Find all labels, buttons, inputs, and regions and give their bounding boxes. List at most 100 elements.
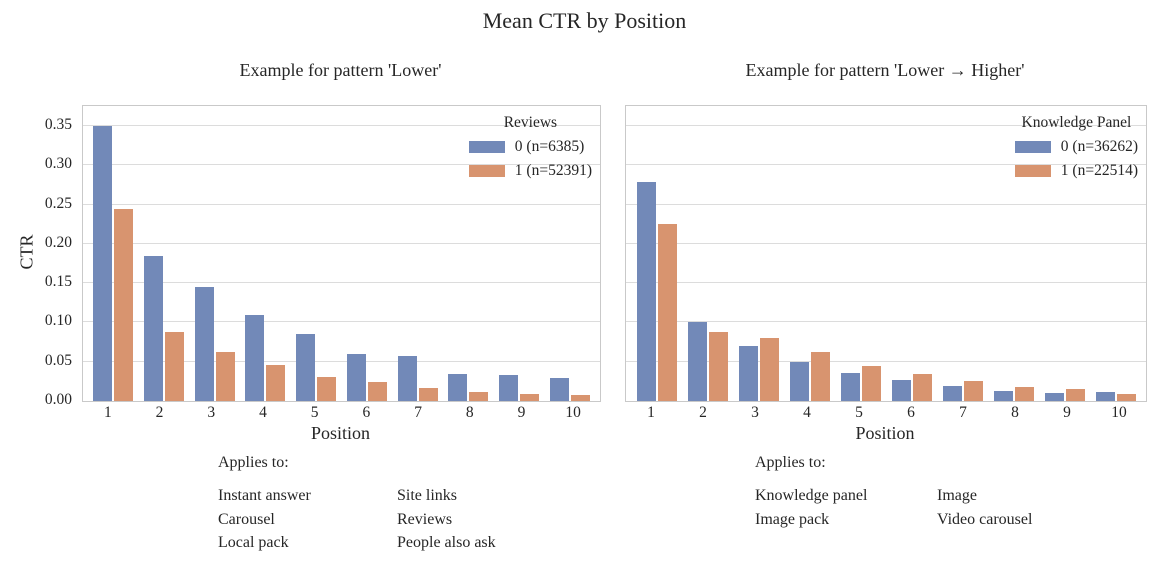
x-tick-label: 3 [751, 404, 759, 421]
y-tick-label: 0.35 [44, 116, 72, 134]
x-tick-label: 5 [855, 404, 863, 421]
x-tick-label: 3 [207, 404, 216, 421]
legend-entry-label: 0 (n=6385) [514, 138, 585, 156]
bar-0-pos4 [245, 314, 265, 401]
applies-to-item: Knowledge panel [755, 487, 868, 504]
x-tick-label: 6 [907, 404, 915, 421]
x-tick-label: 9 [517, 404, 526, 421]
x-tick-label: 1 [647, 404, 655, 421]
bar-1-pos2 [165, 331, 185, 401]
x-tick-label: 9 [1063, 404, 1071, 421]
gridline-0.25 [626, 203, 1146, 205]
bar-0-pos3 [194, 287, 214, 401]
bar-1-pos2 [708, 331, 728, 401]
bar-0-pos6 [346, 353, 366, 401]
y-tick-label: 0.30 [44, 155, 72, 173]
gridline-0.20 [83, 242, 600, 244]
legend-entry-label: 1 (n=22514) [1060, 162, 1138, 180]
bar-0-pos7 [397, 356, 417, 401]
gridline-0.15 [83, 282, 600, 284]
applies-to-columns: Knowledge panel Image pack Image Video caro… [755, 484, 1032, 531]
legend-entry-label: 1 (n=52391) [514, 162, 592, 180]
x-axis-label: Position [855, 423, 915, 443]
applies-to-column: Instant answer Carousel Local pack [218, 484, 397, 555]
gridline-0.30 [626, 164, 1146, 166]
x-axis-label: Position [310, 423, 371, 443]
bar-1-pos6 [367, 382, 387, 401]
legend-rows: 0 (n=36262) 1 (n=22514) [1014, 135, 1138, 183]
x-tick-label: 8 [465, 404, 474, 421]
bar-0-pos8 [448, 373, 468, 401]
x-tick-label: 2 [699, 404, 707, 421]
y-tick-label: 0.20 [44, 233, 72, 251]
bar-1-pos7 [963, 380, 983, 401]
legend-entry: 0 (n=36262) [1014, 135, 1138, 159]
bar-group-3 [733, 106, 784, 401]
bar-1-pos8 [469, 392, 489, 401]
x-tick-label: 6 [362, 404, 371, 421]
gridline-0.25 [83, 203, 600, 205]
bar-1-pos10 [570, 394, 590, 401]
bar-group-9 [1039, 106, 1090, 401]
applies-to-item: Image [937, 487, 977, 504]
legend-entry-label: 0 (n=36262) [1060, 138, 1138, 156]
bar-group-2 [682, 106, 733, 401]
bar-0-pos5 [840, 372, 860, 401]
gridline-0.15 [626, 282, 1146, 284]
bar-group-10 [1090, 106, 1141, 401]
bar-group-4 [784, 106, 835, 401]
bar-group-1 [631, 106, 682, 401]
bar-0-pos3 [738, 346, 758, 401]
applies-to-item: Site links [397, 487, 458, 504]
bar-group-1 [88, 106, 139, 401]
gridline-0.30 [83, 164, 600, 166]
bar-1-pos4 [810, 352, 830, 401]
figure-title: Mean CTR by Position [482, 8, 687, 33]
x-tick-label: 7 [959, 404, 967, 421]
gridline-0.05 [83, 360, 600, 362]
applies-to-columns: Instant answer Carousel Local pack Site lin… [218, 484, 496, 555]
bars-container [83, 106, 600, 401]
applies-to-column: Site links Reviews People also ask [397, 484, 496, 555]
applies-to-item: People also ask [397, 534, 496, 551]
plot-area: Knowledge Panel 0 (n=36262) 1 (n=22514) [625, 105, 1147, 402]
x-tick-label: 4 [803, 404, 811, 421]
applies-to-column: Image Video carousel [937, 484, 1032, 531]
applies-to-item: Carousel [218, 510, 275, 528]
bar-1-pos1 [657, 224, 677, 401]
bar-1-pos10 [1116, 393, 1136, 401]
x-tick-label: 4 [259, 404, 267, 421]
y-tick-label: 0.05 [44, 351, 72, 369]
y-tick-label: 0.00 [44, 391, 72, 408]
bar-group-5 [291, 106, 342, 401]
bar-0-pos6 [891, 379, 911, 401]
bars-container [626, 106, 1146, 401]
legend-entry: 1 (n=22514) [1014, 159, 1138, 183]
bar-1-pos8 [1014, 386, 1034, 401]
bar-group-3 [189, 106, 240, 401]
applies-to-label: Applies to: [218, 454, 289, 471]
gridline-0.10 [83, 321, 600, 323]
bar-0-pos4 [789, 361, 809, 401]
bar-group-7 [392, 106, 443, 401]
subplot-title: Example for pattern 'Lower → Higher' [745, 60, 1025, 80]
bar-0-pos9 [1044, 393, 1064, 401]
bar-group-10 [544, 106, 595, 401]
bar-group-8 [988, 106, 1039, 401]
legend-entry: 0 (n=6385) [468, 135, 585, 159]
bar-group-5 [835, 106, 886, 401]
y-tick-label: 0.15 [44, 273, 72, 291]
bar-0-pos10 [549, 378, 569, 401]
applies-to-column: Knowledge panel Image pack [755, 484, 937, 531]
legend: Reviews 0 (n=6385) 1 (n=52391) [468, 111, 592, 183]
bar-0-pos1 [636, 181, 656, 401]
bar-0-pos2 [144, 255, 164, 401]
x-tick-label: 2 [155, 404, 164, 421]
applies-to-item: Image pack [755, 510, 830, 528]
applies-to-item: Video carousel [937, 510, 1033, 528]
bar-group-8 [443, 106, 494, 401]
bar-1-pos9 [1065, 389, 1085, 401]
legend: Knowledge Panel 0 (n=36262) 1 (n=22514) [1014, 111, 1138, 183]
